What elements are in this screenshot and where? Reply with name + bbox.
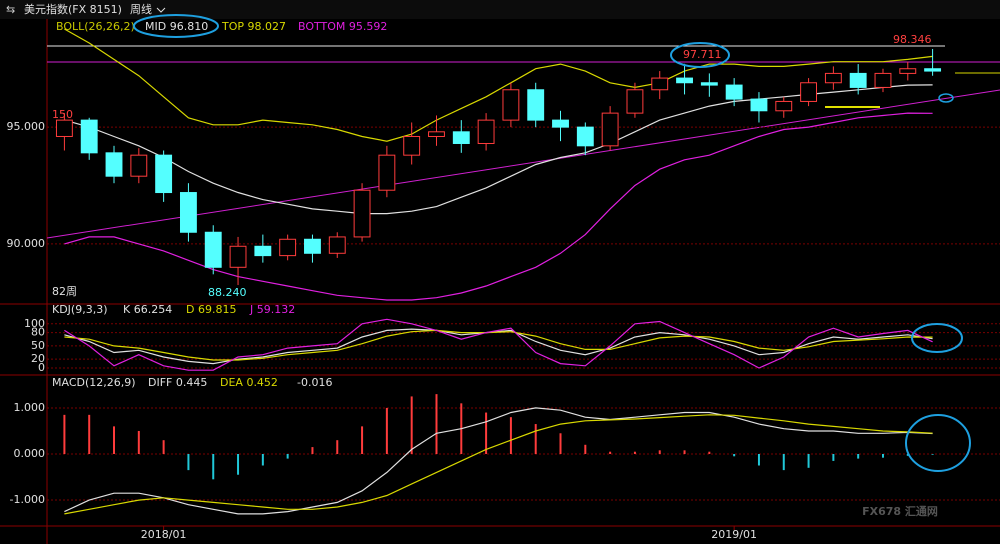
highlight-circle xyxy=(670,42,730,68)
indicator-line xyxy=(64,84,933,215)
candle-body xyxy=(874,72,892,88)
candle-body xyxy=(924,68,942,72)
legend-entry: DIFF 0.445 xyxy=(148,376,207,389)
annotation: 88.240 xyxy=(208,286,247,299)
legend-entry: D 69.815 xyxy=(186,303,236,316)
candle-body xyxy=(179,192,197,233)
annotation: 97.711 xyxy=(683,48,722,61)
legend-entry: MID 96.810 xyxy=(145,20,208,33)
candle-body xyxy=(626,89,644,114)
candle-body xyxy=(775,100,793,112)
y-tick-label: 95.000 xyxy=(7,120,46,133)
candle-body xyxy=(105,152,123,177)
legend-entry: DEA 0.452 xyxy=(220,376,278,389)
highlight-circle xyxy=(938,93,954,103)
candle-body xyxy=(725,84,743,100)
candle-body xyxy=(55,119,73,137)
candle-body xyxy=(328,236,346,254)
candle-body xyxy=(750,98,768,112)
candle-body xyxy=(849,72,867,88)
indicator-line xyxy=(64,328,933,365)
annotation: 82周 xyxy=(52,285,77,298)
y-tick-label: 0.000 xyxy=(14,447,46,460)
indicator-line xyxy=(64,112,933,301)
legend-entry: J 59.132 xyxy=(249,303,295,316)
header-bar xyxy=(0,0,1000,19)
highlight-circle xyxy=(133,14,219,38)
annotation: 98.346 xyxy=(893,33,932,46)
y-tick-label: 20 xyxy=(31,352,45,365)
candle-body xyxy=(304,238,321,254)
legend-entry: TOP 98.027 xyxy=(221,20,286,33)
candle-body xyxy=(229,245,247,268)
candle-body xyxy=(403,135,421,156)
indicator-line xyxy=(64,407,933,515)
period-selector[interactable]: 周线 xyxy=(130,2,152,16)
y-tick-label: 50 xyxy=(31,339,45,352)
candle-body xyxy=(899,68,917,74)
candle-body xyxy=(452,131,470,144)
legend-entry: -0.016 xyxy=(297,376,332,389)
candle-body xyxy=(527,89,545,121)
y-tick-label: -1.000 xyxy=(10,493,45,506)
candle-body xyxy=(204,231,222,268)
candle-body xyxy=(80,119,98,154)
candle-body xyxy=(552,119,569,128)
candle-body xyxy=(502,89,520,121)
candle-body xyxy=(800,82,818,102)
menu-icon[interactable]: ⇆ xyxy=(6,3,15,16)
candle-body xyxy=(254,245,272,257)
indicator-line xyxy=(64,414,933,515)
legend-entry: BOTTOM 95.592 xyxy=(298,20,387,33)
candle-body xyxy=(279,238,297,257)
header-title: 美元指数(FX 8151) xyxy=(24,2,122,16)
indicator-title: BOLL(26,26,2) xyxy=(56,20,135,33)
dropdown-arrow[interactable] xyxy=(156,7,166,13)
x-tick-label: 2019/01 xyxy=(711,528,757,541)
indicator-line xyxy=(64,318,933,371)
indicator-line xyxy=(64,28,933,142)
trend-line xyxy=(46,89,1000,239)
indicator-line xyxy=(64,329,933,361)
y-tick-label: 100 xyxy=(24,317,45,330)
watermark: FX678 汇通网 xyxy=(862,505,938,518)
candle-body xyxy=(651,77,669,91)
candle-body xyxy=(477,119,495,144)
y-tick-label: 80 xyxy=(31,326,45,339)
candle-body xyxy=(155,154,173,194)
candle-body xyxy=(824,72,842,84)
annotation: 150 xyxy=(52,108,73,121)
candle-body xyxy=(676,77,693,84)
candle-body xyxy=(353,189,371,238)
highlight-circle xyxy=(905,414,971,472)
candle-body xyxy=(576,126,594,147)
candle-body xyxy=(130,154,148,177)
x-tick-label: 2018/01 xyxy=(141,528,187,541)
candle-body xyxy=(601,112,619,147)
indicator-title: MACD(12,26,9) xyxy=(52,376,136,389)
candle-body xyxy=(378,154,396,191)
plot-area: 95.000 90.000 BOLL(26,26,2) MID 96.810 TOP 9… xyxy=(7,20,1000,541)
y-tick-label: 0 xyxy=(38,361,45,374)
highlight-circle xyxy=(911,323,963,353)
y-tick-label: 90.000 xyxy=(7,237,46,250)
indicator-title: KDJ(9,3,3) xyxy=(52,303,108,316)
legend-entry: K 66.254 xyxy=(123,303,172,316)
y-tick-label: 1.000 xyxy=(14,401,46,414)
candle-body xyxy=(428,131,445,137)
candle-body xyxy=(700,82,718,86)
